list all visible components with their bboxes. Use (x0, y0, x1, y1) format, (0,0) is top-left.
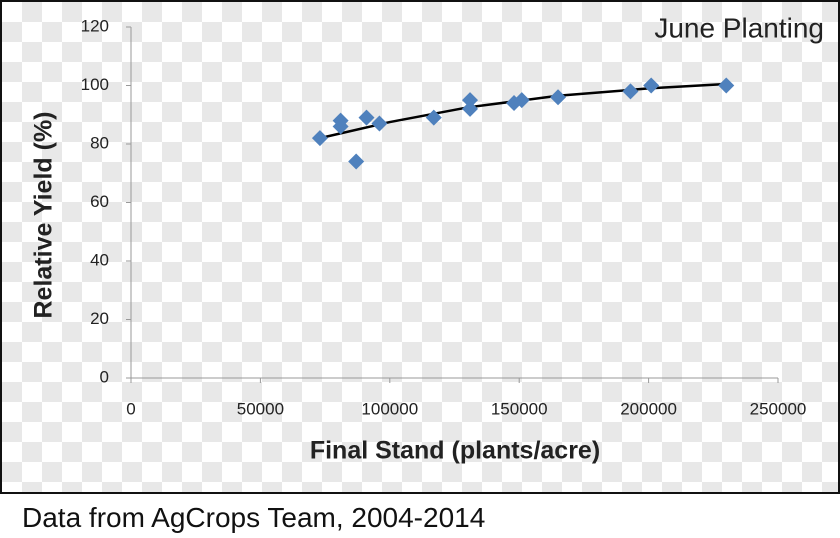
y-tick-label: 80 (90, 133, 109, 152)
x-tick-label: 150000 (491, 399, 548, 418)
chart: June Planting Final Stand (plants/acre) … (30, 12, 824, 465)
chart-title: June Planting (654, 12, 824, 43)
y-tick-label: 120 (81, 16, 109, 35)
x-tick-label: 250000 (750, 399, 807, 418)
x-tick-label: 200000 (620, 399, 677, 418)
data-point (332, 112, 349, 129)
data-point (513, 92, 530, 109)
y-tick-label: 0 (100, 367, 109, 386)
data-point (311, 130, 328, 147)
data-point (425, 109, 442, 126)
x-axis-title: Final Stand (plants/acre) (310, 437, 600, 465)
y-tick-label: 100 (81, 75, 109, 94)
data-point (622, 83, 639, 100)
y-axis-title: Relative Yield (%) (30, 111, 58, 318)
y-tick-label: 60 (90, 192, 109, 211)
source-note: Data from AgCrops Team, 2004-2014 (22, 502, 486, 533)
data-point (643, 77, 660, 94)
data-point (550, 89, 567, 106)
x-tick-label: 0 (126, 399, 135, 418)
data-point (358, 109, 375, 126)
data-point (371, 115, 388, 132)
x-tick-label: 100000 (361, 399, 418, 418)
data-point (462, 100, 479, 117)
chart-frame (0, 0, 840, 494)
data-point (348, 153, 365, 170)
data-point (718, 77, 735, 94)
y-tick-label: 40 (90, 250, 109, 269)
y-tick-label: 20 (90, 309, 109, 328)
data-point (462, 92, 479, 109)
x-tick-label: 50000 (237, 399, 284, 418)
